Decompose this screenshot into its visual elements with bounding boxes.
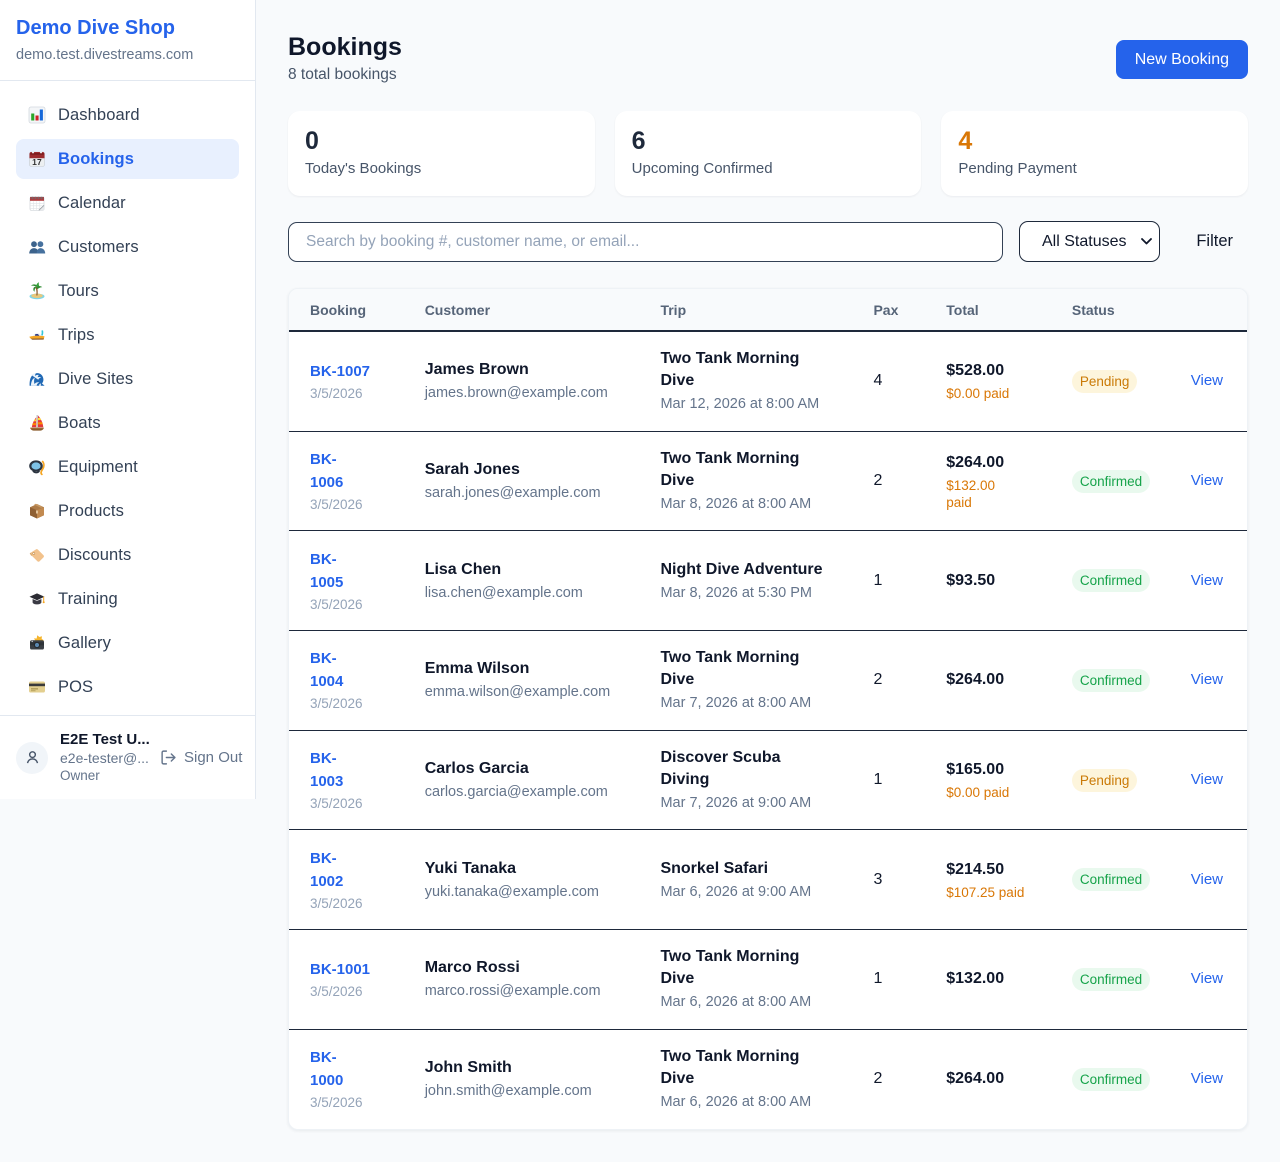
svg-text:17: 17 [32,157,42,167]
